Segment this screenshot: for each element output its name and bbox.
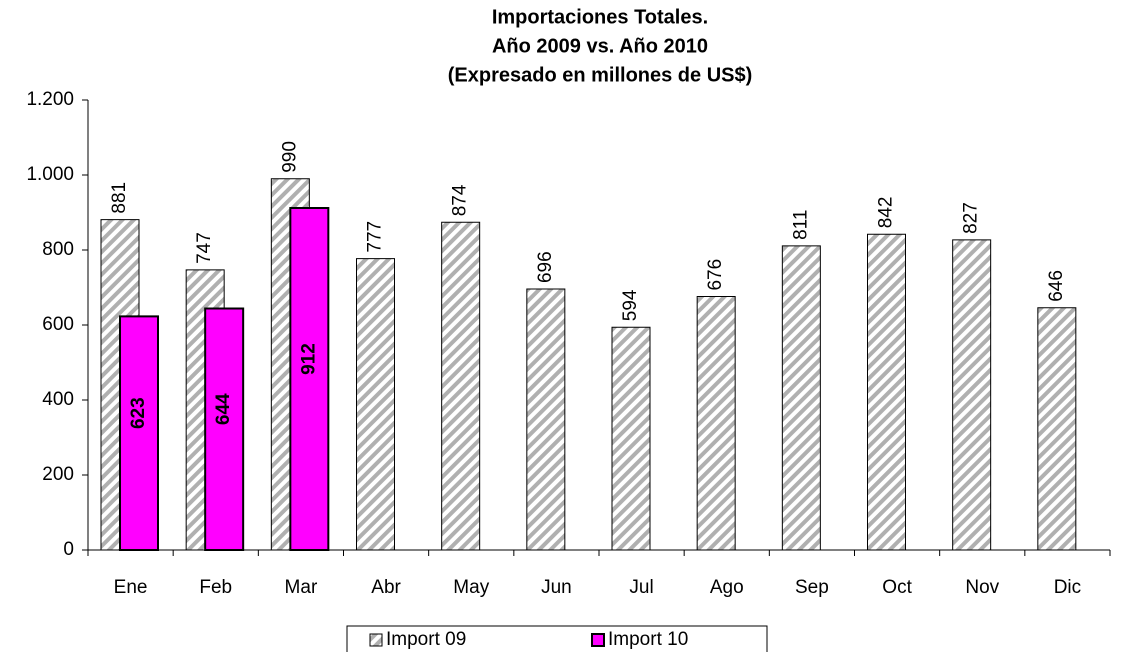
x-tick-label: Oct <box>882 577 912 598</box>
data-label: 594 <box>620 289 641 321</box>
legend-label: Import 09 <box>386 629 466 650</box>
x-tick-label: Feb <box>199 577 232 598</box>
x-tick-label: Ago <box>710 577 744 598</box>
bar <box>611 326 651 551</box>
x-tick-label: Nov <box>965 577 999 598</box>
data-label: 747 <box>194 232 215 264</box>
data-label: 827 <box>961 202 982 234</box>
data-label: 623 <box>128 397 149 429</box>
bar <box>1037 307 1077 551</box>
data-label: 676 <box>705 259 726 291</box>
bar <box>204 307 245 551</box>
bar <box>356 258 395 551</box>
y-tick-label: 200 <box>42 464 74 485</box>
data-label: 842 <box>876 197 897 229</box>
data-label: 811 <box>790 210 811 240</box>
x-tick-label: Jul <box>629 577 653 598</box>
x-tick-label: Mar <box>285 577 318 598</box>
chart-title: Importaciones Totales. <box>492 6 708 28</box>
bar <box>696 296 736 551</box>
legend-swatch <box>369 633 383 647</box>
data-label: 644 <box>213 393 234 425</box>
legend-box <box>346 625 768 652</box>
legend-label: Import 10 <box>608 629 688 650</box>
y-tick-label: 800 <box>42 239 74 260</box>
data-label: 874 <box>450 184 471 216</box>
bar <box>526 288 566 551</box>
y-tick-label: 0 <box>63 539 74 560</box>
data-label: 646 <box>1046 270 1067 302</box>
data-label: 777 <box>365 221 386 253</box>
x-tick-label: Jun <box>541 577 572 598</box>
bar <box>119 315 159 551</box>
x-tick-label: May <box>453 577 489 598</box>
data-label: 881 <box>109 182 130 214</box>
bar <box>781 245 821 551</box>
x-tick-label: Sep <box>795 577 829 598</box>
bar <box>289 207 330 551</box>
chart-title: Año 2009 vs. Año 2010 <box>492 35 708 57</box>
y-tick-label: 600 <box>42 314 74 335</box>
x-tick-label: Ene <box>114 577 148 598</box>
y-tick-label: 400 <box>42 389 74 410</box>
bar <box>867 233 906 551</box>
x-tick-label: Dic <box>1054 577 1081 598</box>
data-label: 912 <box>298 343 319 375</box>
y-tick-label: 1.200 <box>26 89 74 110</box>
bar <box>441 221 481 551</box>
bar <box>952 239 992 551</box>
y-tick-label: 1.000 <box>26 164 74 185</box>
legend-swatch <box>591 633 605 647</box>
data-label: 696 <box>535 251 556 283</box>
x-tick-label: Abr <box>371 577 401 598</box>
data-label: 990 <box>279 141 300 173</box>
chart-title: (Expresado en millones de US$) <box>448 64 753 86</box>
